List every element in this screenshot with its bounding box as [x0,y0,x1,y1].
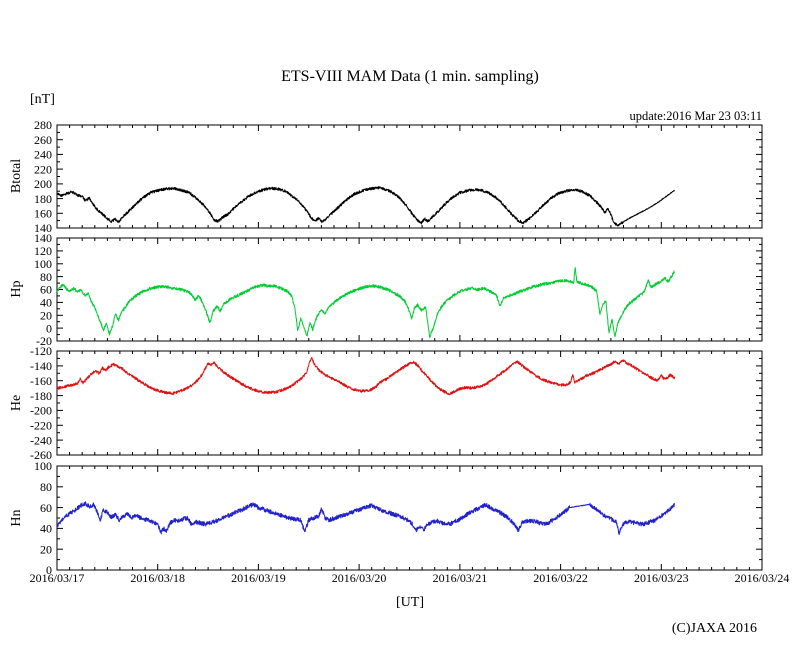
plot-frame-he [56,350,763,456]
y-tick-label: 80 [40,270,52,284]
y-tick-label: 40 [40,296,52,310]
plot-frame-btotal [56,124,763,229]
axis-title-hn: Hn [9,509,24,526]
y-tick-label: 0 [46,563,52,577]
y-tick-label: 100 [34,459,52,473]
y-tick-label: 280 [34,118,52,132]
y-tick-label: -120 [30,344,52,358]
y-tick-label: -20 [36,334,52,348]
y-tick-label: -180 [30,389,52,403]
y-tick-label: -220 [30,419,52,433]
y-tick-label: -160 [30,374,52,388]
y-tick-label: -240 [30,433,52,447]
date-label: 2016/03/17 [30,571,85,585]
y-tick-label: 140 [34,221,52,235]
y-unit-label: [nT] [30,92,55,107]
y-tick-label: 180 [34,192,52,206]
series-path-hp [56,267,676,339]
series-path-btotal [56,186,675,227]
y-tick-label: 0 [46,321,52,335]
date-label: 2016/03/20 [332,571,387,585]
y-tick-label: 20 [40,542,52,556]
series-path-hn [56,501,676,535]
date-label: 2016/03/22 [533,571,588,585]
y-tick-label: -140 [30,359,52,373]
y-tick-label: 140 [34,231,52,245]
copyright-label: (C)JAXA 2016 [672,621,757,636]
date-label: 2016/03/23 [634,571,689,585]
plot-area: 140160180200220240260280-200204060801001… [30,118,790,585]
y-tick-label: 240 [34,148,52,162]
y-tick-label: 100 [34,257,52,271]
axis-title-hp: Hp [9,280,24,297]
y-tick-label: 40 [40,522,52,536]
y-tick-label: 60 [40,501,52,515]
y-tick-label: 60 [40,283,52,297]
axis-title-btotal: Btotal [9,159,24,193]
series-path-he [56,357,676,396]
y-tick-label: 120 [34,244,52,258]
y-tick-label: 20 [40,309,52,323]
y-tick-label: -200 [30,404,52,418]
y-tick-label: -260 [30,448,52,462]
y-tick-label: 80 [40,480,52,494]
date-label: 2016/03/21 [433,571,488,585]
chart-title: ETS-VIII MAM Data (1 min. sampling) [281,68,539,85]
date-label: 2016/03/19 [231,571,286,585]
y-tick-label: 160 [34,207,52,221]
date-label: 2016/03/24 [735,571,790,585]
y-tick-label: 260 [34,133,52,147]
date-label: 2016/03/18 [130,571,185,585]
update-timestamp: update:2016 Mar 23 03:11 [629,109,762,123]
y-tick-label: 200 [34,177,52,191]
plot-frame-hp [56,237,763,342]
x-axis-label: [UT] [396,595,424,610]
axis-title-he: He [9,395,24,411]
y-tick-label: 220 [34,162,52,176]
